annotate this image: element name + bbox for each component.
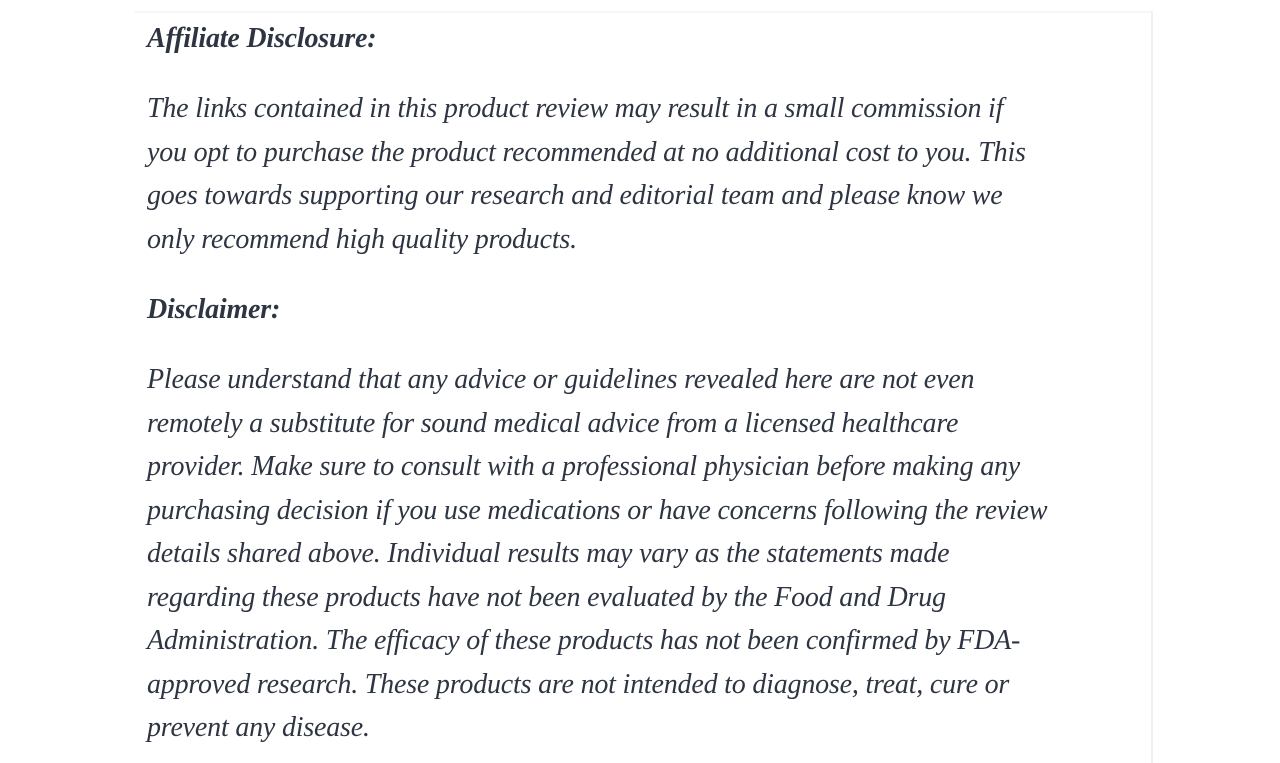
disclaimer-heading: Disclaimer: bbox=[147, 294, 281, 325]
affiliate-disclosure-paragraph: The links contained in this product revi… bbox=[147, 87, 1151, 261]
paragraph-line: prevent any disease. bbox=[147, 712, 370, 743]
paragraph-line: purchasing decision if you use medicatio… bbox=[147, 494, 1048, 526]
paragraph-line: approved research. These products are no… bbox=[147, 668, 1010, 700]
paragraph-line: only recommend high quality products. bbox=[147, 223, 577, 255]
paragraph-line: The links contained in this product revi… bbox=[147, 93, 1004, 124]
article-content: Affiliate Disclosure: The links containe… bbox=[135, 11, 1153, 763]
affiliate-disclosure-heading: Affiliate Disclosure: bbox=[147, 23, 377, 54]
paragraph-line: details shared above. Individual results… bbox=[147, 538, 950, 569]
paragraph-line: remotely a substitute for sound medical … bbox=[147, 407, 959, 439]
paragraph-line: goes towards supporting our research and… bbox=[147, 180, 1003, 211]
disclaimer-paragraph: Please understand that any advice or gui… bbox=[147, 358, 1151, 750]
paragraph-line: Administration. The efficacy of these pr… bbox=[147, 625, 1021, 656]
paragraph-line: provider. Make sure to consult with a pr… bbox=[147, 451, 1021, 482]
paragraph-line: regarding these products have not been e… bbox=[147, 581, 946, 613]
paragraph-line: Please understand that any advice or gui… bbox=[147, 364, 975, 395]
paragraph-line: you opt to purchase the product recommen… bbox=[147, 136, 1026, 168]
